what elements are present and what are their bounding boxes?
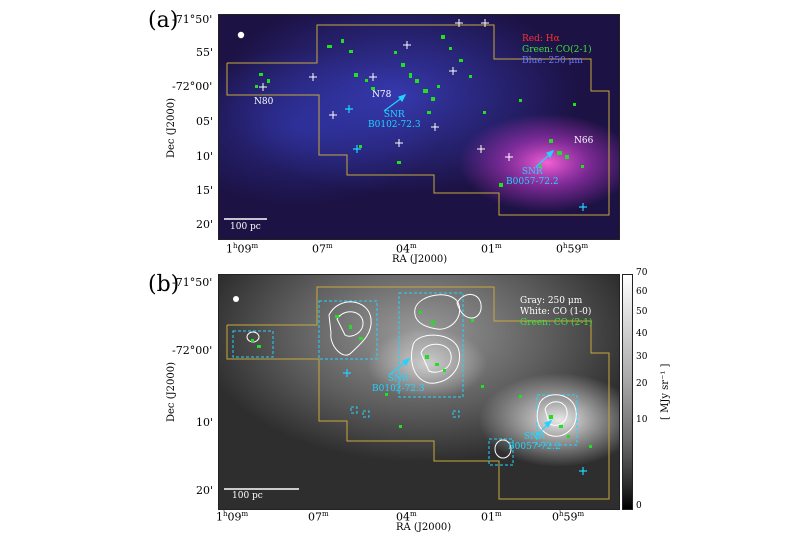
- colorbar-tick-50: 50: [636, 307, 648, 317]
- colorbar-tick-20: 20: [636, 379, 648, 389]
- a-dec-tick-7: 20': [196, 218, 214, 231]
- region-label-n78: N78: [372, 90, 392, 100]
- a-dec-tick-6: 15': [196, 184, 214, 197]
- panel-a-image: [218, 14, 620, 240]
- legend-co-2-1: Green: CO(2-1): [522, 45, 592, 55]
- a-dec-tick-4: 05': [196, 115, 214, 128]
- a-ra-tick-1: 1h09m: [226, 242, 259, 256]
- a-dec-tick-5: 10': [196, 150, 214, 163]
- b-dec-axis-title: Dec (J2000): [166, 362, 177, 422]
- panel-a-composite: [219, 15, 619, 239]
- snr-b0057-label-a: SNR B0057-72.2: [506, 167, 559, 187]
- colorbar-tick-70: 70: [636, 268, 648, 278]
- a-dec-tick-2: 55': [196, 46, 214, 59]
- snr-b0102-label-b: SNR B0102-72.3: [372, 374, 425, 394]
- panel-b-image: [218, 274, 620, 510]
- a-dec-tick-1: -71°50': [172, 13, 213, 26]
- legend-250um: Blue: 250 μm: [522, 56, 583, 66]
- colorbar-tick-60: 60: [636, 287, 648, 297]
- colorbar-unit-label: [ MJy sr⁻¹ ]: [660, 363, 671, 420]
- legend-white-co-1-0: White: CO (1-0): [520, 307, 592, 317]
- panel-a-label: (a): [148, 8, 179, 33]
- b-ra-tick-4: 01m: [481, 510, 502, 524]
- snr-b0057-label-b: SNR B0057-72.2: [508, 432, 561, 452]
- b-ra-axis-title: RA (J2000): [396, 522, 452, 533]
- colorbar-tick-10: 10: [636, 415, 648, 425]
- legend-halpha: Red: Hα: [522, 34, 560, 44]
- a-ra-tick-5: 0h59m: [556, 242, 589, 256]
- colorbar-tick-0: 0: [636, 501, 642, 511]
- a-dec-axis-title: Dec (J2000): [166, 98, 177, 158]
- region-label-n66: N66: [574, 136, 594, 146]
- b-ra-tick-3: 04m: [396, 510, 417, 524]
- a-ra-tick-2: 07m: [312, 242, 333, 256]
- colorbar-tick-40: 40: [636, 329, 648, 339]
- b-ra-tick-2: 07m: [308, 510, 329, 524]
- colorbar: [622, 274, 633, 510]
- scalebar-label-a: 100 pc: [230, 222, 261, 232]
- panel-b-label: (b): [148, 272, 180, 297]
- region-label-n80: N80: [254, 97, 274, 107]
- b-dec-tick-3: 10': [196, 416, 214, 429]
- scalebar-label-b: 100 pc: [232, 491, 263, 501]
- a-ra-tick-3: 04m: [396, 242, 417, 256]
- b-ra-tick-1: 1h09m: [216, 510, 249, 524]
- a-ra-axis-title: RA (J2000): [392, 254, 448, 265]
- snr-b0102-label-a: SNR B0102-72.3: [368, 110, 421, 130]
- b-dec-tick-1: -71°50': [172, 276, 213, 289]
- b-dec-tick-2: -72°00': [172, 344, 213, 357]
- panel-b-grayscale: [219, 275, 619, 509]
- a-dec-tick-3: -72°00': [172, 80, 213, 93]
- legend-gray-250um: Gray: 250 μm: [520, 296, 583, 306]
- legend-green-co-2-1: Green: CO (2-1): [520, 318, 593, 328]
- b-ra-tick-5: 0h59m: [552, 510, 585, 524]
- b-dec-tick-4: 20': [196, 484, 214, 497]
- a-ra-tick-4: 01m: [481, 242, 502, 256]
- colorbar-tick-30: 30: [636, 352, 648, 362]
